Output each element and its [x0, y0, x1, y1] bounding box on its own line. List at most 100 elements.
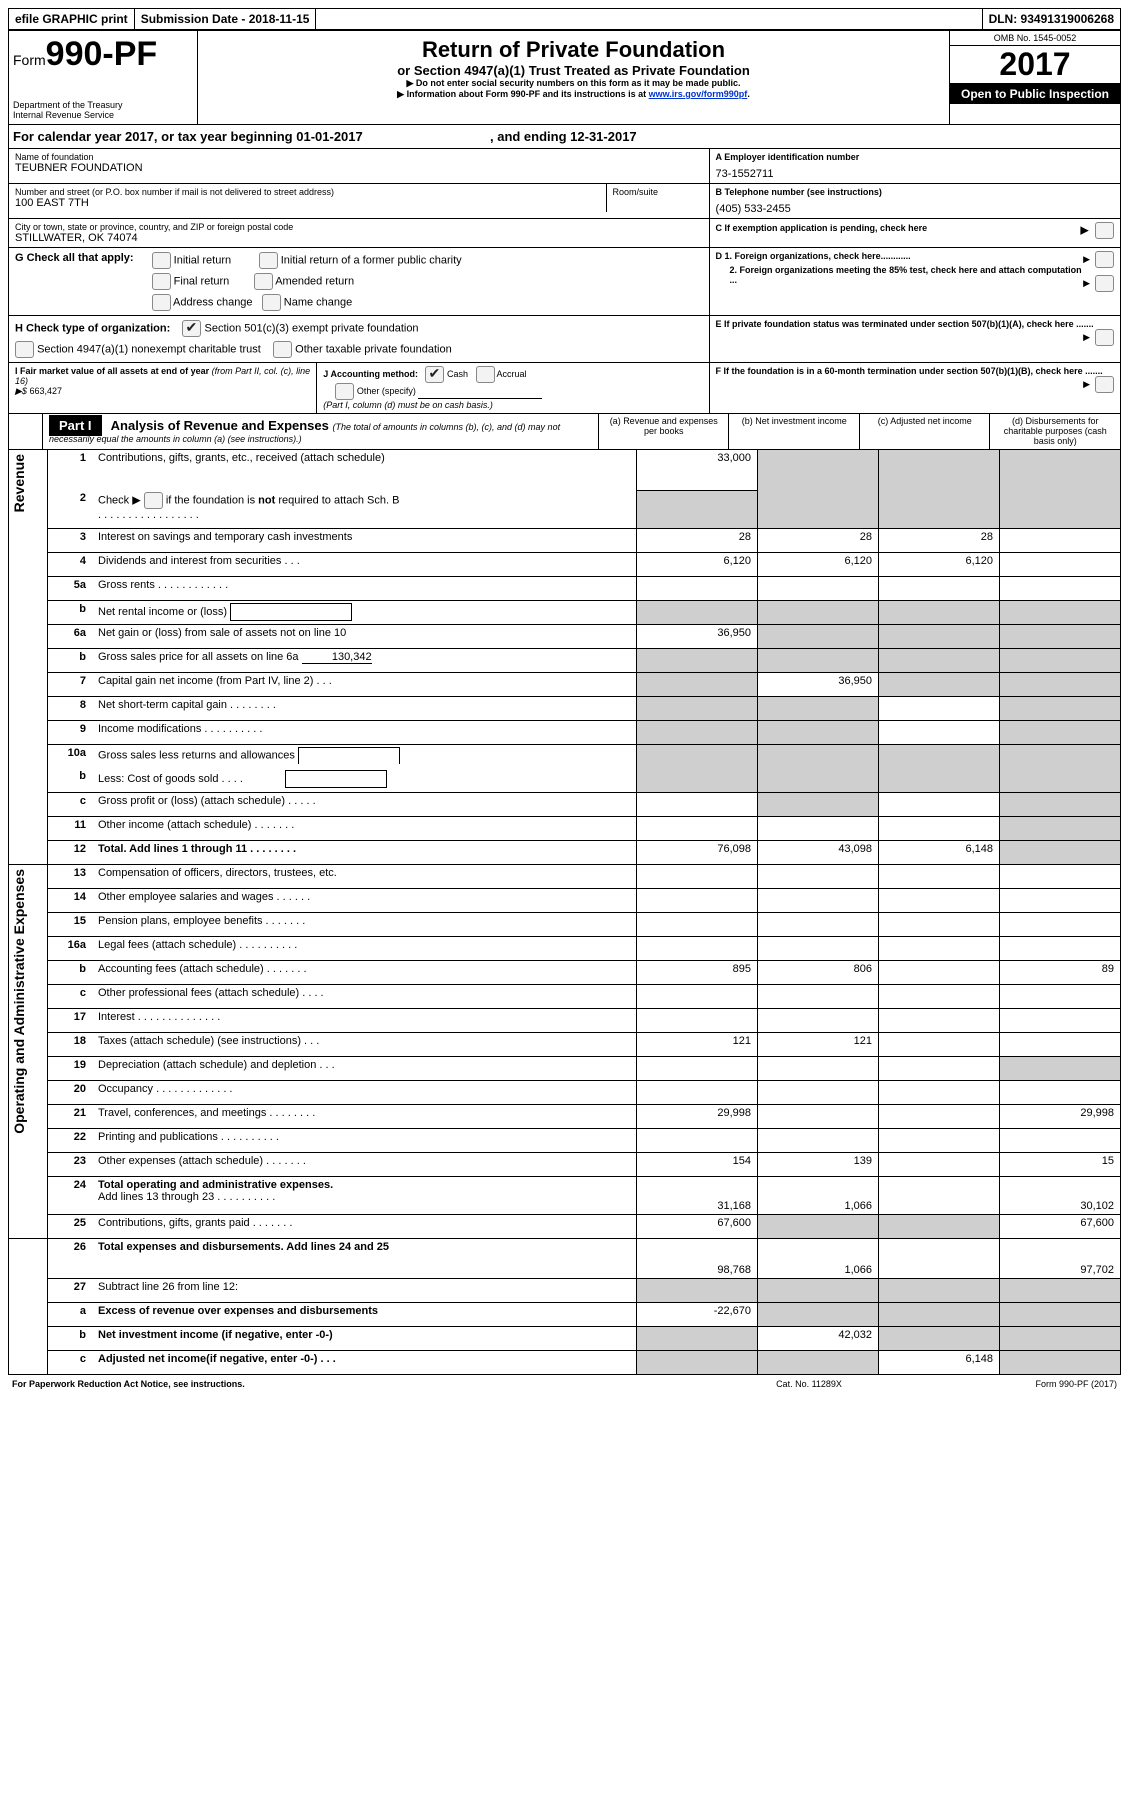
e-checkbox[interactable] — [1095, 329, 1114, 346]
g-initial-former[interactable] — [259, 252, 278, 269]
dept-label: Department of the Treasury — [13, 100, 193, 110]
instructions-link[interactable]: www.irs.gov/form990pf — [649, 89, 748, 99]
form-title: Return of Private Foundation — [204, 37, 943, 63]
ein-label: A Employer identification number — [716, 152, 1114, 162]
city-cell: City or town, state or province, country… — [9, 219, 710, 248]
title-cell: Return of Private Foundation or Section … — [198, 31, 950, 125]
h-501c3[interactable] — [182, 320, 201, 337]
year-end: 12-31-2017 — [570, 129, 637, 144]
e-label: E If private foundation status was termi… — [716, 319, 1094, 329]
e-terminated-cell: E If private foundation status was termi… — [709, 316, 1120, 363]
dln: DLN: 93491319006268 — [982, 9, 1120, 29]
h-4947[interactable] — [15, 341, 34, 358]
part1-grid: Revenue 1 Contributions, gifts, grants, … — [8, 450, 1121, 1375]
i-arrow: ▶$ — [15, 386, 29, 396]
i-label: I Fair market value of all assets at end… — [15, 366, 212, 376]
amt-a: 33,000 — [637, 450, 758, 490]
open-to-public: Open to Public Inspection — [950, 83, 1120, 104]
identification-block: Name of foundation TEUBNER FOUNDATION A … — [8, 149, 1121, 414]
j-cash[interactable] — [425, 366, 444, 383]
schb-checkbox[interactable] — [144, 492, 163, 509]
note-ssn: ▶ Do not enter social security numbers o… — [204, 78, 943, 89]
line-desc: Contributions, gifts, grants, etc., rece… — [94, 450, 637, 490]
col-c-header: (c) Adjusted net income — [859, 414, 990, 450]
i-fmv-cell: I Fair market value of all assets at end… — [9, 363, 317, 413]
top-bar: efile GRAPHIC print Submission Date - 20… — [8, 8, 1121, 30]
tel-label: B Telephone number (see instructions) — [716, 187, 1114, 197]
j-accrual[interactable] — [476, 366, 495, 383]
efile-label: efile GRAPHIC print — [9, 9, 135, 29]
name-label: Name of foundation — [15, 152, 703, 162]
j-other-input[interactable] — [418, 384, 542, 399]
g-amended[interactable] — [254, 273, 273, 290]
g-address-change[interactable] — [152, 294, 171, 311]
d2-label: 2. Foreign organizations meeting the 85%… — [730, 265, 1082, 285]
irs-label: Internal Revenue Service — [13, 110, 193, 120]
street-label: Number and street (or P.O. box number if… — [15, 187, 600, 197]
part1-title: Analysis of Revenue and Expenses — [111, 418, 333, 433]
street-value: 100 EAST 7TH — [15, 197, 600, 209]
h-checks-cell: H Check type of organization: Section 50… — [9, 316, 710, 363]
c-exemption-cell: C If exemption application is pending, c… — [709, 219, 1120, 248]
rental-box — [230, 603, 352, 621]
col-a-header: (a) Revenue and expenses per books — [598, 414, 729, 450]
d1-label: D 1. Foreign organizations, check here..… — [716, 251, 911, 261]
revenue-section-label: Revenue — [9, 450, 29, 516]
line-2-desc: Check ▶ if the foundation is not require… — [94, 490, 637, 528]
i-value: 663,427 — [29, 386, 62, 396]
footer: For Paperwork Reduction Act Notice, see … — [8, 1377, 1121, 1391]
g-label: G Check all that apply: — [15, 252, 134, 264]
g-name-change[interactable] — [262, 294, 281, 311]
j-note: (Part I, column (d) must be on cash basi… — [323, 400, 493, 410]
j-label: J Accounting method: — [323, 369, 418, 379]
i-j-cell: I Fair market value of all assets at end… — [9, 363, 710, 414]
room-label: Room/suite — [606, 184, 709, 212]
d-foreign-cell: D 1. Foreign organizations, check here..… — [709, 248, 1120, 316]
part1-header: Part I Analysis of Revenue and Expenses … — [8, 414, 1121, 450]
part-label: Part I — [49, 415, 102, 436]
f-label: F If the foundation is in a 60-month ter… — [716, 366, 1103, 376]
g-checks-cell: G Check all that apply: Initial return I… — [9, 248, 710, 316]
expenses-section-label: Operating and Administrative Expenses — [9, 865, 29, 1138]
d2-checkbox[interactable] — [1095, 275, 1114, 292]
form-label: Form — [13, 52, 46, 68]
submission-date: Submission Date - 2018-11-15 — [135, 9, 317, 29]
h-label: H Check type of organization: — [15, 322, 170, 334]
year-begin: 01-01-2017 — [296, 129, 363, 144]
c-checkbox[interactable] — [1095, 222, 1114, 239]
foundation-name: TEUBNER FOUNDATION — [15, 162, 703, 174]
footer-cat: Cat. No. 11289X — [705, 1377, 913, 1391]
g-final-return[interactable] — [152, 273, 171, 290]
gross-sales-inline: 130,342 — [302, 651, 372, 664]
calendar-year-row: For calendar year 2017, or tax year begi… — [8, 125, 1121, 149]
telephone-cell: B Telephone number (see instructions) (4… — [709, 184, 1120, 219]
city-value: STILLWATER, OK 74074 — [15, 232, 703, 244]
tel-value: (405) 533-2455 — [716, 197, 1114, 215]
foundation-name-cell: Name of foundation TEUBNER FOUNDATION — [9, 149, 710, 184]
note-instructions: ▶ Information about Form 990-PF and its … — [204, 89, 943, 100]
footer-left: For Paperwork Reduction Act Notice, see … — [8, 1377, 705, 1391]
ein-value: 73-1552711 — [716, 162, 1114, 180]
city-label: City or town, state or province, country… — [15, 222, 703, 232]
j-other[interactable] — [335, 383, 354, 400]
ein-cell: A Employer identification number 73-1552… — [709, 149, 1120, 184]
form-number: 990-PF — [46, 35, 158, 73]
f-checkbox[interactable] — [1095, 376, 1114, 393]
c-label: C If exemption application is pending, c… — [716, 223, 928, 233]
g-initial-return[interactable] — [152, 252, 171, 269]
street-cell: Number and street (or P.O. box number if… — [9, 184, 710, 219]
omb-number: OMB No. 1545-0052 — [950, 31, 1120, 46]
col-b-header: (b) Net investment income — [729, 414, 860, 450]
h-other-taxable[interactable] — [273, 341, 292, 358]
line-num: 1 — [48, 450, 95, 490]
d1-checkbox[interactable] — [1095, 251, 1114, 268]
footer-right: Form 990-PF (2017) — [913, 1377, 1121, 1391]
form-header: Form990-PF Department of the Treasury In… — [8, 30, 1121, 125]
col-d-header: (d) Disbursements for charitable purpose… — [990, 414, 1121, 450]
form-id-cell: Form990-PF Department of the Treasury In… — [9, 31, 198, 125]
j-accounting-cell: J Accounting method: Cash Accrual Other … — [317, 363, 709, 413]
year-cell: OMB No. 1545-0052 2017 Open to Public In… — [950, 31, 1121, 125]
f-termination-cell: F If the foundation is in a 60-month ter… — [709, 363, 1120, 414]
form-subtitle: or Section 4947(a)(1) Trust Treated as P… — [204, 63, 943, 78]
part1-title-cell: Part I Analysis of Revenue and Expenses … — [42, 414, 598, 450]
